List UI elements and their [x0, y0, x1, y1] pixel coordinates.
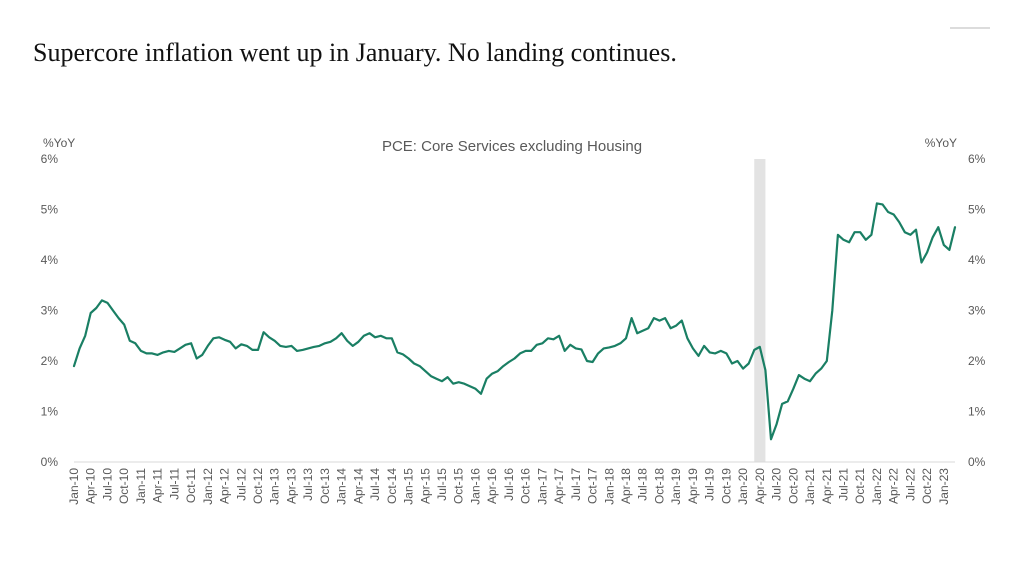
x-tick-label: Jan-12 [201, 468, 215, 505]
y-tick-left: 4% [41, 253, 59, 267]
chart-axes: 0% 0% 1% 1% 2% 2% 3% 3% 4% 4% 5% 5% 6% 6% Jan-10 Apr-10… [41, 152, 986, 505]
corner-decoration [950, 27, 990, 29]
x-tick-label: Oct-13 [318, 468, 332, 504]
y-tick-right: 5% [968, 203, 986, 217]
x-tick-label: Apr-20 [753, 468, 767, 504]
x-tick-label: Jan-14 [335, 468, 349, 505]
x-tick-label: Jan-21 [803, 468, 817, 505]
x-tick-label: Jan-10 [67, 468, 81, 505]
recession-shading-layer [754, 159, 766, 462]
x-tick-label: Jan-15 [402, 468, 416, 505]
x-tick-label: Apr-19 [686, 468, 700, 504]
x-tick-label: Jul-18 [636, 468, 650, 501]
x-tick-label: Oct-16 [519, 468, 533, 504]
y-tick-left: 6% [41, 152, 59, 166]
x-tick-label: Oct-12 [251, 468, 265, 504]
y-tick-right: 4% [968, 253, 986, 267]
y-tick-left: 3% [41, 304, 59, 318]
x-tick-label: Oct-15 [452, 468, 466, 504]
x-tick-label: Oct-11 [184, 468, 198, 503]
x-tick-label: Apr-16 [485, 468, 499, 504]
recession-shading [754, 159, 766, 462]
x-tick-label: Apr-15 [418, 468, 432, 504]
x-tick-label: Oct-14 [385, 468, 399, 504]
x-tick-label: Jul-22 [903, 468, 917, 501]
x-tick-label: Jan-22 [870, 468, 884, 505]
x-tick-label: Apr-21 [820, 468, 834, 504]
x-tick-label: Jul-14 [368, 468, 382, 501]
x-tick-label: Jan-11 [134, 468, 148, 504]
x-tick-label: Jan-13 [268, 468, 282, 505]
x-tick-label: Jul-21 [836, 468, 850, 501]
x-tick-label: Oct-21 [853, 468, 867, 504]
y-tick-left: 1% [41, 405, 59, 419]
x-tick-label: Jul-15 [435, 468, 449, 501]
x-tick-label: Jan-16 [468, 468, 482, 505]
x-tick-label: Apr-17 [552, 468, 566, 504]
x-tick-label: Apr-14 [351, 468, 365, 504]
chart-title: PCE: Core Services excluding Housing [382, 138, 642, 155]
x-tick-label: Jan-18 [602, 468, 616, 505]
x-tick-label: Apr-13 [284, 468, 298, 504]
x-tick-label: Oct-18 [652, 468, 666, 504]
x-tick-label: Oct-17 [586, 468, 600, 504]
x-tick-label: Jul-20 [770, 468, 784, 501]
x-tick-label: Jul-17 [569, 468, 583, 501]
x-tick-label: Oct-10 [117, 468, 131, 504]
x-tick-label: Apr-10 [84, 468, 98, 504]
y-tick-right: 6% [968, 152, 986, 166]
series-line-core-services-ex-housing [72, 202, 957, 441]
x-tick-label: Jan-19 [669, 468, 683, 505]
y-tick-left: 5% [41, 203, 59, 217]
y-tick-left: 2% [41, 354, 59, 368]
y-tick-right: 1% [968, 405, 986, 419]
x-tick-label: Apr-12 [218, 468, 232, 504]
y-tick-left: 0% [41, 455, 59, 469]
x-tick-label: Jul-11 [167, 468, 181, 500]
series-layer [72, 202, 957, 441]
x-tick-label: Apr-18 [619, 468, 633, 504]
y-tick-right: 3% [968, 304, 986, 318]
slide-title: Supercore inflation went up in January. … [33, 38, 677, 67]
x-tick-label: Apr-11 [151, 468, 165, 503]
x-tick-label: Jan-20 [736, 468, 750, 505]
x-tick-label: Apr-22 [887, 468, 901, 504]
x-tick-label: Oct-22 [920, 468, 934, 504]
x-tick-label: Jul-12 [234, 468, 248, 501]
x-tick-label: Oct-20 [786, 468, 800, 504]
x-tick-label: Jul-19 [703, 468, 717, 501]
x-tick-label: Jul-10 [100, 468, 114, 501]
x-tick-label: Jul-13 [301, 468, 315, 501]
x-tick-label: Jan-23 [937, 468, 951, 505]
y-tick-right: 0% [968, 455, 986, 469]
left-axis-unit: %YoY [43, 136, 75, 150]
y-tick-right: 2% [968, 354, 986, 368]
right-axis-unit: %YoY [925, 136, 957, 150]
x-tick-label: Jul-16 [502, 468, 516, 501]
x-tick-label: Jan-17 [535, 468, 549, 505]
x-tick-label: Oct-19 [719, 468, 733, 504]
